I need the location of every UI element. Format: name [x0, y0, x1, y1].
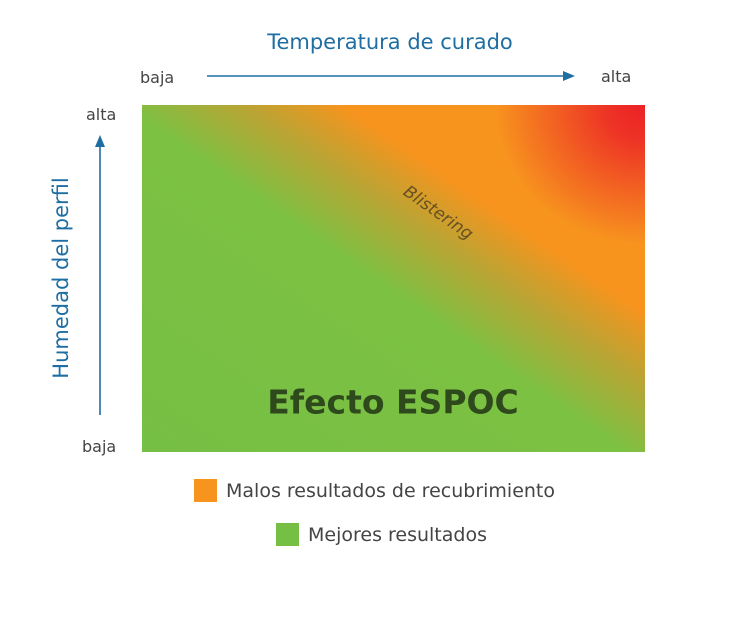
x-axis-arrow	[207, 71, 575, 81]
legend-item-bad-results: Malos resultados de recubrimiento	[194, 479, 555, 502]
espoc-effect-label: Efecto ESPOC	[267, 382, 519, 422]
y-axis-high-label: alta	[86, 105, 117, 124]
x-axis-title: Temperatura de curado	[267, 30, 513, 54]
y-axis-arrow	[95, 135, 105, 415]
x-axis-high-label: alta	[601, 67, 632, 86]
legend-label-bad-results: Malos resultados de recubrimiento	[226, 479, 556, 502]
legend-label-best-results: Mejores resultados	[308, 523, 487, 546]
orange-swatch	[194, 479, 217, 502]
y-axis-title: Humedad del perfil	[49, 177, 73, 379]
green-swatch	[276, 523, 299, 546]
legend-item-best-results: Mejores resultados	[276, 523, 487, 546]
gradient-plot-area	[142, 105, 645, 452]
y-axis-low-label: baja	[82, 437, 117, 456]
x-axis-low-label: baja	[140, 68, 175, 87]
